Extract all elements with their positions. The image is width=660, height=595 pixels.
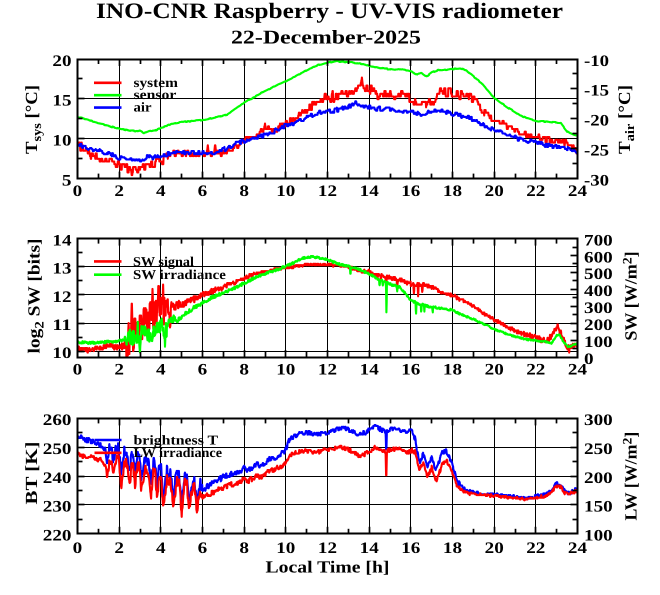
svg-text:600: 600	[584, 249, 613, 266]
svg-text:22: 22	[526, 183, 545, 200]
svg-text:14: 14	[360, 540, 379, 557]
svg-text:SW [W/m2]: SW [W/m2]	[620, 251, 641, 340]
svg-text:20: 20	[485, 540, 504, 557]
svg-text:230: 230	[43, 499, 72, 516]
svg-text:24: 24	[568, 183, 587, 200]
svg-text:10: 10	[276, 362, 295, 379]
svg-text:12: 12	[318, 540, 337, 557]
svg-text:LW irradiance: LW irradiance	[134, 445, 223, 460]
svg-text:22-December-2025: 22-December-2025	[231, 27, 421, 48]
svg-text:700: 700	[584, 232, 613, 249]
svg-text:2: 2	[114, 362, 124, 379]
svg-text:8: 8	[239, 183, 249, 200]
svg-text:log2 SW [bits]: log2 SW [bits]	[25, 239, 47, 354]
svg-text:10: 10	[276, 540, 295, 557]
svg-text:-10: -10	[584, 53, 609, 70]
svg-text:INO-CNR Raspberry - UV-VIS rad: INO-CNR Raspberry - UV-VIS radiometer	[96, 0, 563, 23]
svg-text:14: 14	[360, 362, 379, 379]
svg-text:100: 100	[584, 334, 613, 351]
svg-text:4: 4	[156, 362, 166, 379]
svg-text:250: 250	[43, 441, 72, 458]
svg-text:10: 10	[276, 183, 295, 200]
svg-text:14: 14	[52, 232, 71, 249]
svg-text:SW irradiance: SW irradiance	[133, 267, 226, 282]
svg-text:2: 2	[114, 540, 124, 557]
svg-text:10: 10	[52, 133, 71, 150]
svg-text:16: 16	[401, 362, 420, 379]
svg-text:-20: -20	[584, 113, 609, 130]
svg-text:300: 300	[584, 300, 613, 317]
svg-text:8: 8	[239, 540, 249, 557]
svg-text:SW signal: SW signal	[133, 254, 194, 269]
svg-text:5: 5	[62, 172, 72, 189]
svg-text:8: 8	[239, 362, 249, 379]
svg-text:15: 15	[52, 93, 71, 110]
svg-text:air: air	[134, 100, 152, 115]
svg-text:240: 240	[43, 470, 72, 487]
svg-text:-15: -15	[584, 83, 609, 100]
svg-text:0: 0	[73, 540, 83, 557]
svg-text:6: 6	[198, 540, 208, 557]
svg-text:4: 4	[156, 540, 166, 557]
svg-text:18: 18	[443, 183, 462, 200]
svg-text:20: 20	[485, 362, 504, 379]
svg-text:300: 300	[584, 412, 613, 429]
svg-text:200: 200	[584, 470, 613, 487]
svg-text:0: 0	[73, 362, 83, 379]
svg-text:-30: -30	[584, 172, 609, 189]
svg-text:18: 18	[443, 362, 462, 379]
svg-text:250: 250	[584, 441, 613, 458]
svg-text:14: 14	[360, 183, 379, 200]
svg-text:Local Time [h]: Local Time [h]	[266, 558, 390, 577]
svg-text:150: 150	[584, 499, 613, 516]
svg-text:Tsys [°C]: Tsys [°C]	[22, 85, 44, 154]
svg-text:brightness T: brightness T	[134, 432, 219, 447]
svg-text:BT [K]: BT [K]	[22, 442, 41, 505]
svg-text:-25: -25	[584, 143, 609, 160]
svg-text:11: 11	[52, 317, 71, 334]
svg-text:LW [W/m2]: LW [W/m2]	[620, 432, 641, 521]
svg-text:260: 260	[43, 412, 72, 429]
svg-text:22: 22	[526, 362, 545, 379]
svg-text:16: 16	[401, 540, 420, 557]
svg-text:0: 0	[584, 351, 594, 368]
svg-text:22: 22	[526, 540, 545, 557]
svg-text:6: 6	[198, 362, 208, 379]
svg-text:6: 6	[198, 183, 208, 200]
svg-text:24: 24	[568, 540, 587, 557]
svg-text:10: 10	[52, 345, 71, 362]
svg-text:4: 4	[156, 183, 166, 200]
svg-text:2: 2	[114, 183, 124, 200]
svg-text:24: 24	[568, 362, 587, 379]
svg-text:12: 12	[52, 289, 71, 306]
svg-text:sensor: sensor	[134, 87, 177, 102]
svg-text:20: 20	[52, 53, 71, 70]
svg-text:Tair [°C]: Tair [°C]	[615, 85, 637, 154]
svg-text:16: 16	[401, 183, 420, 200]
svg-text:20: 20	[485, 183, 504, 200]
svg-text:12: 12	[318, 183, 337, 200]
svg-text:220: 220	[43, 528, 72, 545]
svg-text:18: 18	[443, 540, 462, 557]
svg-text:system: system	[134, 75, 179, 90]
svg-text:0: 0	[73, 183, 83, 200]
svg-text:200: 200	[584, 317, 613, 334]
svg-text:500: 500	[584, 266, 613, 283]
svg-text:12: 12	[318, 362, 337, 379]
svg-text:100: 100	[584, 528, 613, 545]
svg-text:13: 13	[52, 261, 71, 278]
svg-text:400: 400	[584, 283, 613, 300]
